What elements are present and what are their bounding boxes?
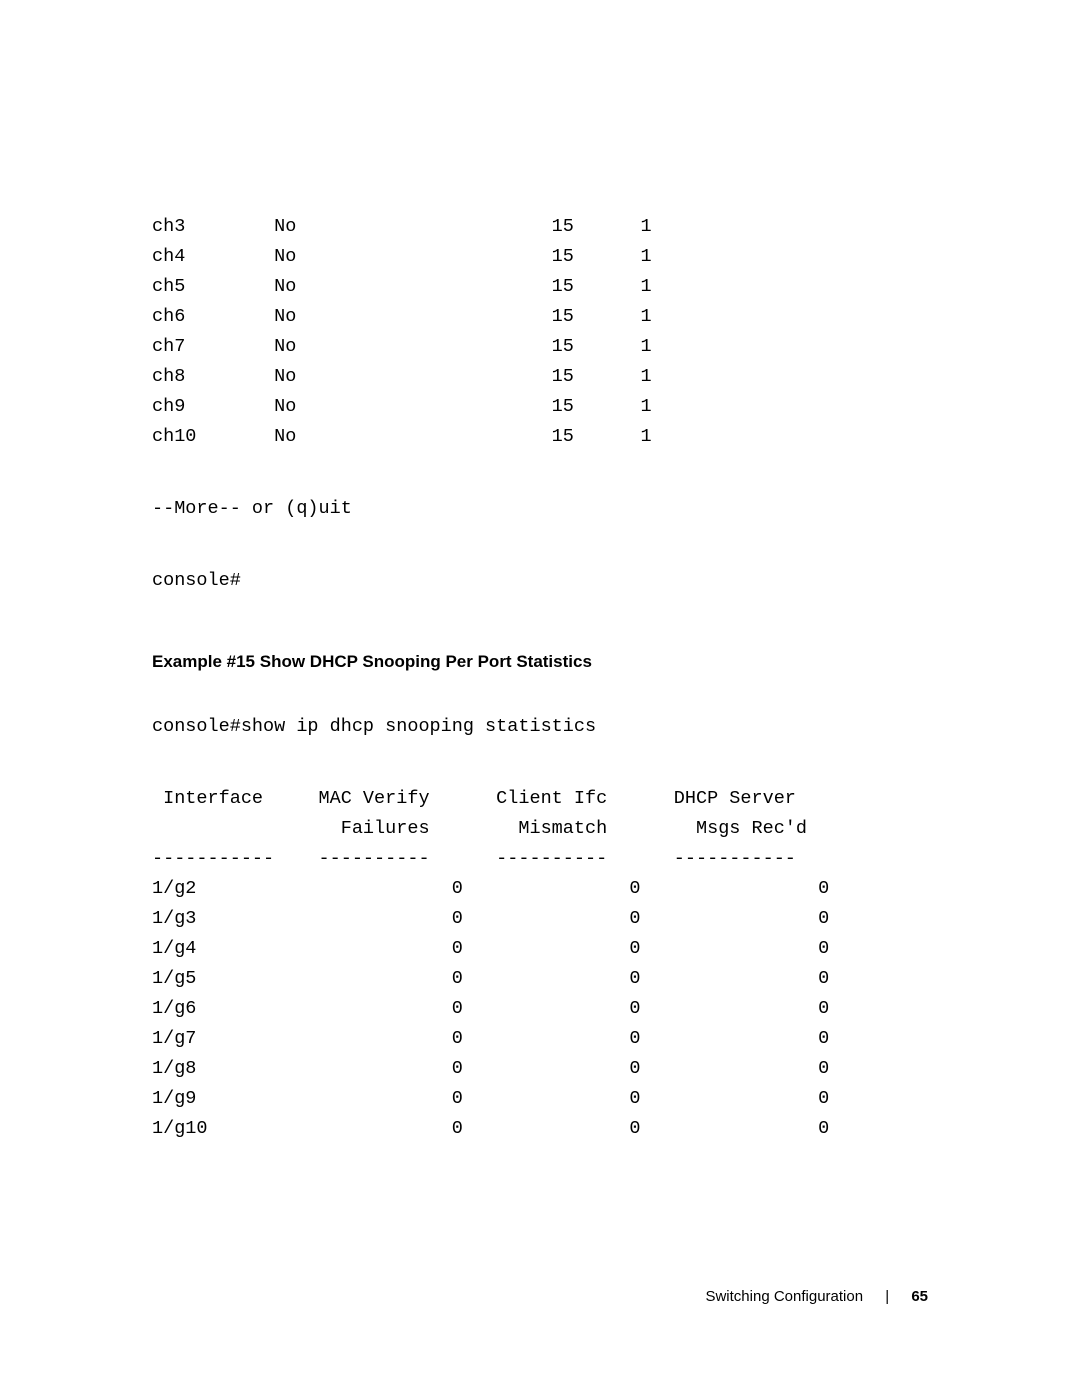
- command-line: console#show ip dhcp snooping statistics: [152, 712, 932, 742]
- example-heading: Example #15 Show DHCP Snooping Per Port …: [152, 652, 932, 672]
- statistics-table: Interface MAC Verify Client Ifc DHCP Ser…: [152, 784, 932, 1144]
- footer-section: Switching Configuration: [705, 1288, 863, 1305]
- page: ch3 No 15 1 ch4 No 15 1 ch5 No 15 1 ch6 …: [0, 0, 1080, 1397]
- page-content: ch3 No 15 1 ch4 No 15 1 ch5 No 15 1 ch6 …: [152, 212, 932, 1144]
- footer-separator: |: [885, 1288, 889, 1305]
- channel-table: ch3 No 15 1 ch4 No 15 1 ch5 No 15 1 ch6 …: [152, 212, 932, 452]
- footer-page-number: 65: [911, 1288, 928, 1305]
- console-prompt: console#: [152, 566, 932, 596]
- more-prompt: --More-- or (q)uit: [152, 494, 932, 524]
- page-footer: Switching Configuration | 65: [705, 1288, 928, 1305]
